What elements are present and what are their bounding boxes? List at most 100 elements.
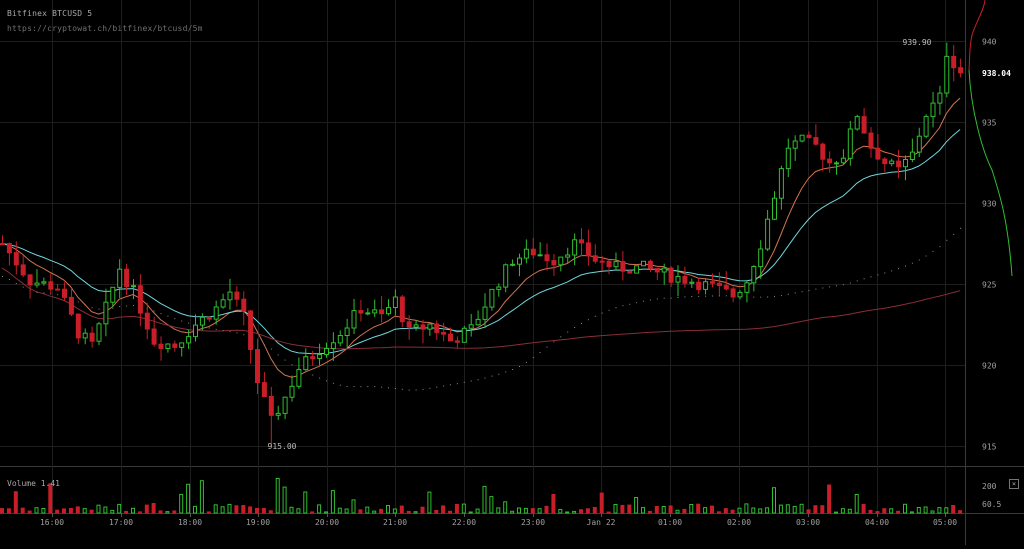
- indicator-dot: [50, 293, 52, 295]
- candle-body: [661, 267, 667, 273]
- chart-title: Bitfinex BTCUSD 5: [7, 9, 93, 18]
- indicator-dot: [291, 364, 293, 366]
- candle-body: [834, 162, 839, 165]
- candle-body: [434, 323, 440, 333]
- candle-body: [565, 254, 571, 258]
- time-tick-label: 04:00: [865, 518, 889, 527]
- candle-body: [144, 312, 150, 330]
- volume-bar: [261, 507, 266, 514]
- indicator-dot: [698, 295, 700, 297]
- volume-bar: [413, 511, 418, 514]
- volume-bar: [6, 508, 11, 514]
- ema-fast-line: [1, 97, 961, 378]
- indicator-dot: [2, 276, 3, 277]
- volume-bar: [909, 511, 914, 514]
- volume-bar: [137, 511, 142, 514]
- candle-body: [275, 412, 281, 416]
- indicator-dot: [491, 375, 493, 377]
- indicator-dot: [188, 322, 190, 324]
- candle-body: [682, 275, 688, 284]
- volume-bar: [475, 508, 480, 514]
- indicator-dot: [243, 334, 245, 336]
- volume-bar: [599, 492, 604, 514]
- candle-body: [606, 260, 612, 268]
- candle-body: [840, 157, 846, 164]
- indicator-dot: [84, 304, 86, 306]
- indicator-dot: [394, 388, 396, 389]
- volume-bar: [234, 505, 239, 514]
- indicator-dot: [332, 382, 334, 384]
- candle-body: [875, 147, 881, 160]
- indicator-dot: [367, 386, 369, 388]
- candle-body: [785, 147, 791, 170]
- indicator-dot: [953, 233, 955, 235]
- candle-body: [765, 218, 771, 250]
- indicator-dot: [760, 296, 762, 298]
- volume-bar: [358, 509, 363, 514]
- indicator-dot: [8, 279, 10, 280]
- indicator-dot: [77, 301, 79, 303]
- candle-body: [75, 313, 81, 339]
- indicator-dot: [677, 297, 679, 298]
- volume-bar: [289, 506, 294, 514]
- candle-body: [579, 239, 584, 244]
- volume-bar: [868, 509, 873, 514]
- volume-label: Volume 1.41: [7, 479, 60, 488]
- volume-bar: [20, 507, 25, 514]
- low-price-label: 915.00: [268, 442, 297, 451]
- indicator-dot: [643, 300, 644, 302]
- candle-body: [944, 55, 950, 94]
- candle-body: [227, 291, 233, 301]
- volume-bar: [613, 504, 618, 514]
- candle-body: [909, 151, 915, 161]
- volume-bar: [227, 503, 232, 514]
- candle-body: [6, 243, 12, 254]
- candle-body: [68, 296, 74, 315]
- volume-bar: [199, 480, 204, 514]
- candle-body: [206, 316, 212, 320]
- time-tick-label: 21:00: [383, 518, 407, 527]
- time-tick-label: 02:00: [727, 518, 751, 527]
- indicator-dot: [560, 336, 562, 338]
- candle-body: [41, 281, 47, 284]
- time-tick-label: 19:00: [246, 518, 270, 527]
- candle-body: [96, 323, 102, 342]
- indicator-dot: [898, 268, 900, 270]
- indicator-dot: [712, 295, 713, 297]
- volume-bar: [193, 505, 197, 514]
- candle-body: [20, 264, 26, 276]
- volume-bar: [716, 511, 721, 514]
- indicator-dot: [312, 374, 314, 376]
- candle-body: [13, 252, 19, 266]
- chart-source-url[interactable]: https://cryptowat.ch/bitfinex/btcusd/5m: [7, 24, 203, 33]
- candle-body: [82, 332, 88, 339]
- indicator-dot: [932, 250, 934, 252]
- volume-bar: [186, 483, 191, 514]
- volume-bar: [172, 510, 177, 514]
- volume-close-button[interactable]: ×: [1009, 479, 1019, 489]
- volume-bar: [441, 505, 446, 514]
- volume-bar: [386, 505, 390, 514]
- indicator-dot: [22, 286, 24, 288]
- volume-bar: [606, 511, 611, 514]
- volume-bar: [772, 487, 776, 514]
- volume-bar: [537, 508, 542, 514]
- indicator-dot: [863, 278, 865, 280]
- indicator-dot: [615, 307, 617, 309]
- volume-bar: [765, 507, 770, 514]
- indicator-dot: [477, 379, 479, 381]
- volume-bar: [268, 510, 273, 514]
- indicator-dot: [891, 270, 893, 272]
- indicator-dot: [263, 344, 265, 346]
- candle-body: [324, 348, 329, 355]
- candle-body: [558, 256, 564, 266]
- volume-bar: [923, 506, 928, 514]
- candle-body: [151, 328, 157, 345]
- volume-bar: [165, 511, 170, 514]
- volume-bar: [654, 506, 659, 514]
- indicator-dot: [574, 327, 576, 328]
- volume-bar: [620, 504, 625, 514]
- volume-bar: [13, 491, 18, 514]
